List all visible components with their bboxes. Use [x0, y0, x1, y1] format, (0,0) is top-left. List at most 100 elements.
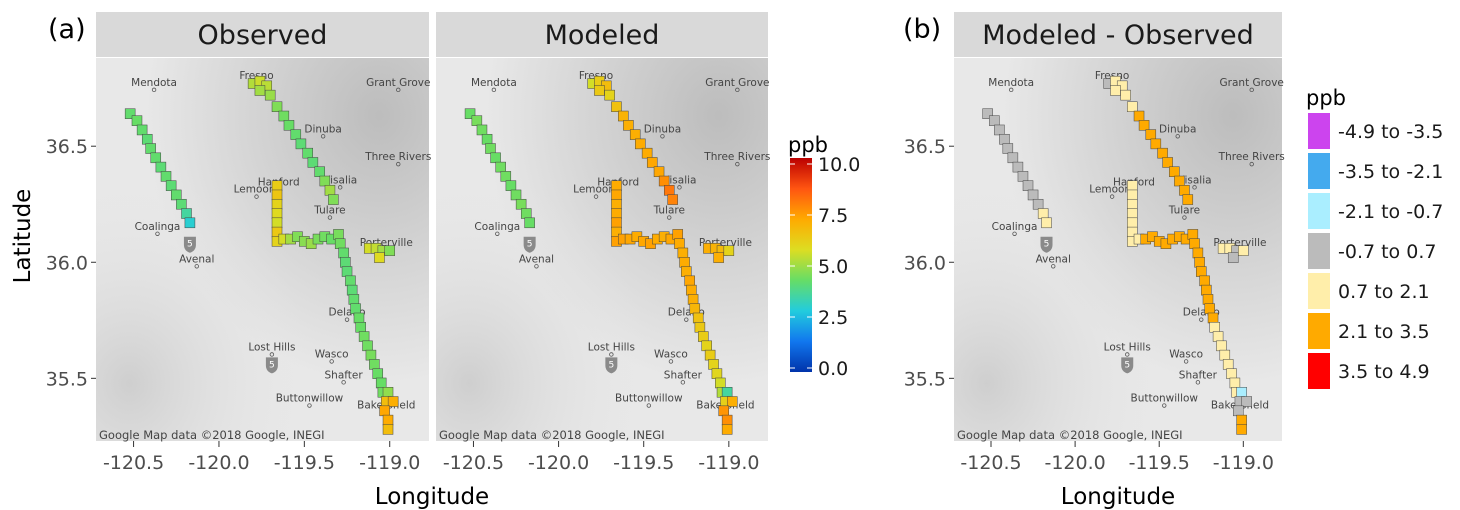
diff-legend-swatch [1308, 273, 1330, 309]
grid-cell [686, 284, 697, 296]
grid-cell [721, 414, 733, 426]
place-marker [735, 87, 740, 93]
grid-cell [510, 189, 522, 201]
grid-cell [723, 245, 735, 256]
grid-cell [1127, 217, 1138, 229]
place-label: Dinuba [1159, 123, 1196, 135]
x-tick-label: -120.5 [960, 452, 1021, 474]
grid-cell [341, 266, 353, 277]
place-label: Shafter [664, 369, 703, 381]
grid-cell [713, 252, 724, 263]
colorbar-legend: ppb 10.0 7.5 5.0 2.5 0.0 [788, 133, 860, 380]
grid-cell [1189, 238, 1200, 249]
x-tick-label: -120.5 [103, 452, 164, 474]
grid-cell [348, 294, 360, 305]
place-marker [491, 87, 497, 93]
place-label: Wasco [1169, 348, 1203, 360]
panel-label-a: (a) [48, 14, 86, 45]
place-label: Mendota [471, 77, 517, 89]
highway-number: 5 [527, 240, 533, 250]
place-marker [495, 231, 500, 236]
grid-cell [711, 368, 723, 379]
grid-cell [611, 101, 622, 112]
colorbar-tick-label: 10.0 [818, 154, 860, 176]
grid-cell [353, 312, 365, 324]
grid-cell [1236, 424, 1247, 435]
grid-cell [982, 108, 993, 119]
x-axis-ticks: -120.5 -120.0 -119.5 -119.0 -120.5 -120.0 -119… [103, 441, 1274, 474]
grid-cell [476, 124, 488, 136]
place-label: Tulare [313, 205, 345, 217]
grid-cell [715, 377, 726, 389]
grid-cell [290, 129, 302, 140]
y-axis-ticks-right: 36.5 36.0 35.5 [904, 136, 954, 390]
grid-cell [278, 110, 290, 122]
grid-cell [704, 349, 716, 361]
place-marker [329, 359, 334, 364]
grid-cell [1027, 189, 1039, 201]
grid-cell [520, 208, 532, 219]
grid-cell [1120, 89, 1131, 101]
place-label: Buttonwillow [1130, 393, 1198, 405]
grid-cell [171, 189, 182, 201]
place-marker [1109, 194, 1115, 199]
place-marker [320, 134, 326, 139]
place-marker [534, 264, 539, 269]
grid-cell [1209, 322, 1220, 333]
place-marker [609, 352, 614, 357]
place-label: Mendota [131, 77, 177, 89]
highway-shield-icon [605, 357, 618, 374]
grid-cell [623, 120, 634, 131]
x-tick-label: -119.5 [274, 452, 335, 474]
place-marker [680, 380, 686, 385]
grid-cell [1194, 257, 1205, 268]
grid-cell [994, 124, 1005, 136]
grid-cell [1145, 129, 1157, 140]
grid-cell [1017, 171, 1029, 182]
place-marker [254, 194, 259, 199]
grid-cell [611, 217, 622, 229]
facet-title-modeled: Modeled [545, 20, 660, 51]
place-marker [646, 403, 652, 408]
diff-legend-label: -4.9 to -3.5 [1338, 121, 1443, 143]
grid-cell [1227, 252, 1239, 263]
place-marker [1051, 264, 1056, 269]
grid-cell [374, 252, 385, 263]
grid-cell [369, 359, 380, 370]
colorbar-gradient [790, 158, 812, 372]
grid-cell [684, 275, 695, 287]
grid-cell [664, 185, 675, 196]
grid-cell [1196, 266, 1207, 277]
grid-cell [471, 115, 483, 126]
grid-cell [604, 89, 615, 101]
place-marker [396, 161, 401, 167]
grid-cell [1241, 396, 1252, 407]
grid-cell [1110, 85, 1121, 96]
diff-legend-label: -3.5 to -2.1 [1338, 161, 1443, 183]
facet-title-difference: Modeled - Observed [982, 20, 1254, 51]
grid-cell [718, 405, 729, 417]
x-tick-label: -120.0 [188, 452, 249, 474]
grid-cell [358, 331, 370, 342]
place-marker [396, 87, 401, 93]
grid-cell [314, 166, 325, 177]
x-tick-label: -119.0 [698, 452, 759, 474]
highway-number: 5 [187, 240, 193, 250]
grid-cell [271, 101, 283, 112]
diff-legend-swatch [1308, 193, 1330, 229]
place-label: Coalinga [135, 221, 181, 233]
grid-cell [1127, 198, 1138, 210]
grid-cell [708, 359, 719, 370]
grid-cell [1238, 245, 1249, 256]
grid-cell [999, 133, 1010, 145]
place-marker [327, 215, 333, 220]
grid-cell [641, 147, 653, 159]
grid-cell [1204, 303, 1215, 314]
place-label: Avenal [179, 253, 214, 265]
place-label: Visalia [662, 174, 696, 186]
grid-cell [1199, 275, 1210, 287]
x-axis-title-right: Longitude [1061, 484, 1175, 510]
grid-cell [515, 198, 527, 210]
